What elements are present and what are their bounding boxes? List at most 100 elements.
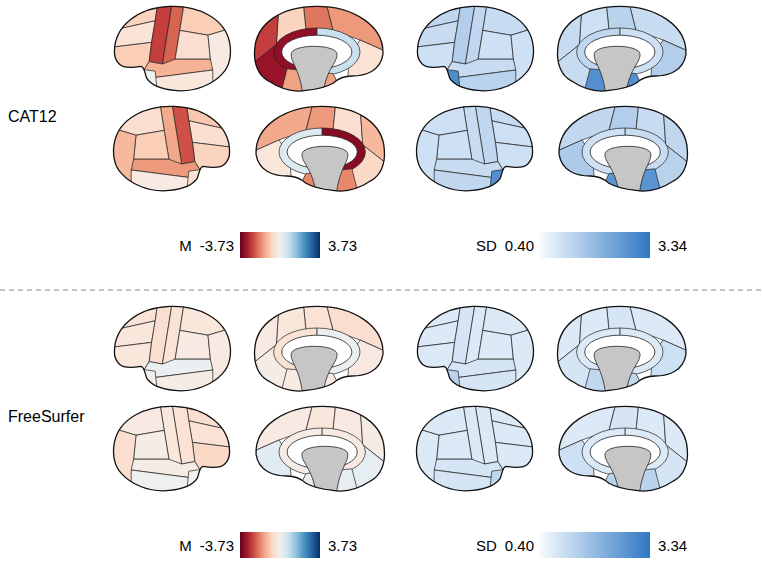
brain-outline: [254, 6, 382, 91]
colorbar: [540, 232, 650, 258]
brain-outline: [256, 106, 384, 191]
brain-view: [415, 304, 535, 400]
regions: [555, 304, 690, 400]
brain-view: [112, 304, 232, 400]
regions: [112, 304, 232, 400]
region: [489, 169, 508, 195]
region: [186, 169, 205, 195]
subcortical: [302, 446, 348, 500]
colorbar-tick-label: 3.73: [328, 537, 357, 554]
colorbar-tick-label: 3.34: [658, 237, 687, 254]
brain-view: [252, 404, 387, 500]
region: [441, 69, 460, 95]
row-label: FreeSurfer: [8, 408, 85, 425]
region: [138, 69, 157, 95]
regions: [415, 104, 535, 200]
region: [437, 130, 472, 159]
region: [306, 104, 336, 130]
subcortical: [291, 46, 337, 100]
region: [441, 369, 460, 395]
colorbar-label: M: [179, 537, 192, 554]
regions: [555, 4, 690, 100]
brain-view: [415, 404, 535, 500]
brain-outline: [256, 406, 384, 491]
brain-outline: [417, 306, 533, 390]
brain-view: [555, 4, 690, 100]
brain-view: [112, 404, 232, 500]
colorbar: [240, 232, 320, 258]
subcortical: [605, 146, 651, 200]
colorbar-label: SD: [476, 237, 497, 254]
region: [134, 130, 169, 159]
colorbar-label: SD: [476, 537, 497, 554]
regions: [555, 104, 690, 200]
regions: [252, 304, 387, 400]
colorbar: [540, 532, 650, 558]
region: [437, 430, 472, 459]
brain-outline: [114, 6, 230, 90]
subcortical: [291, 346, 337, 400]
colorbar-tick-label: 0.40: [505, 537, 534, 554]
colorbar-tick-label: 3.34: [658, 537, 687, 554]
region: [606, 4, 636, 30]
region: [303, 4, 333, 30]
subcortical: [605, 446, 651, 500]
brain-view: [415, 4, 535, 100]
region: [175, 30, 210, 59]
regions: [112, 104, 232, 200]
region: [609, 404, 639, 430]
regions: [112, 4, 232, 100]
colorbar-tick-label: -3.73: [200, 237, 234, 254]
regions: [415, 4, 535, 100]
brain-outline: [113, 106, 229, 190]
region: [306, 404, 336, 430]
brain-view: [112, 4, 232, 100]
subcortical: [594, 46, 640, 100]
brain-view: [415, 104, 535, 200]
brain-view: [252, 104, 387, 200]
region: [138, 369, 157, 395]
brain-outline: [417, 406, 533, 490]
regions: [252, 104, 387, 200]
colorbar-tick-label: 3.73: [328, 237, 357, 254]
region: [134, 430, 169, 459]
brain-view: [555, 404, 690, 500]
colorbar-label: M: [179, 237, 192, 254]
brain-outline: [557, 6, 685, 91]
region: [478, 30, 513, 59]
brain-outline: [417, 6, 533, 90]
region: [186, 469, 205, 495]
brain-outline: [559, 106, 687, 191]
brain-view: [112, 104, 232, 200]
brain-outline: [559, 406, 687, 491]
row-label: CAT12: [8, 108, 57, 125]
brain-outline: [114, 306, 230, 390]
region: [489, 469, 508, 495]
brain-view: [252, 304, 387, 400]
regions: [252, 404, 387, 500]
colorbar-tick-label: -3.73: [200, 537, 234, 554]
brain-outline: [113, 406, 229, 490]
brain-outline: [254, 306, 382, 391]
brain-outline: [557, 306, 685, 391]
region: [303, 304, 333, 330]
subcortical: [302, 146, 348, 200]
figure: CAT12 -3.73 3.73 M 0.40 3.34 SD FreeSurfer -3.73…: [0, 0, 762, 569]
brain-outline: [417, 106, 533, 190]
region: [175, 330, 210, 359]
region: [606, 304, 636, 330]
regions: [252, 4, 387, 100]
region: [478, 330, 513, 359]
regions: [112, 404, 232, 500]
brain-view: [555, 304, 690, 400]
colorbar-tick-label: 0.40: [505, 237, 534, 254]
brain-view: [252, 4, 387, 100]
regions: [415, 404, 535, 500]
region: [609, 104, 639, 130]
brain-view: [555, 104, 690, 200]
separator: [0, 290, 762, 291]
subcortical: [594, 346, 640, 400]
colorbar: [240, 532, 320, 558]
regions: [555, 404, 690, 500]
regions: [415, 304, 535, 400]
